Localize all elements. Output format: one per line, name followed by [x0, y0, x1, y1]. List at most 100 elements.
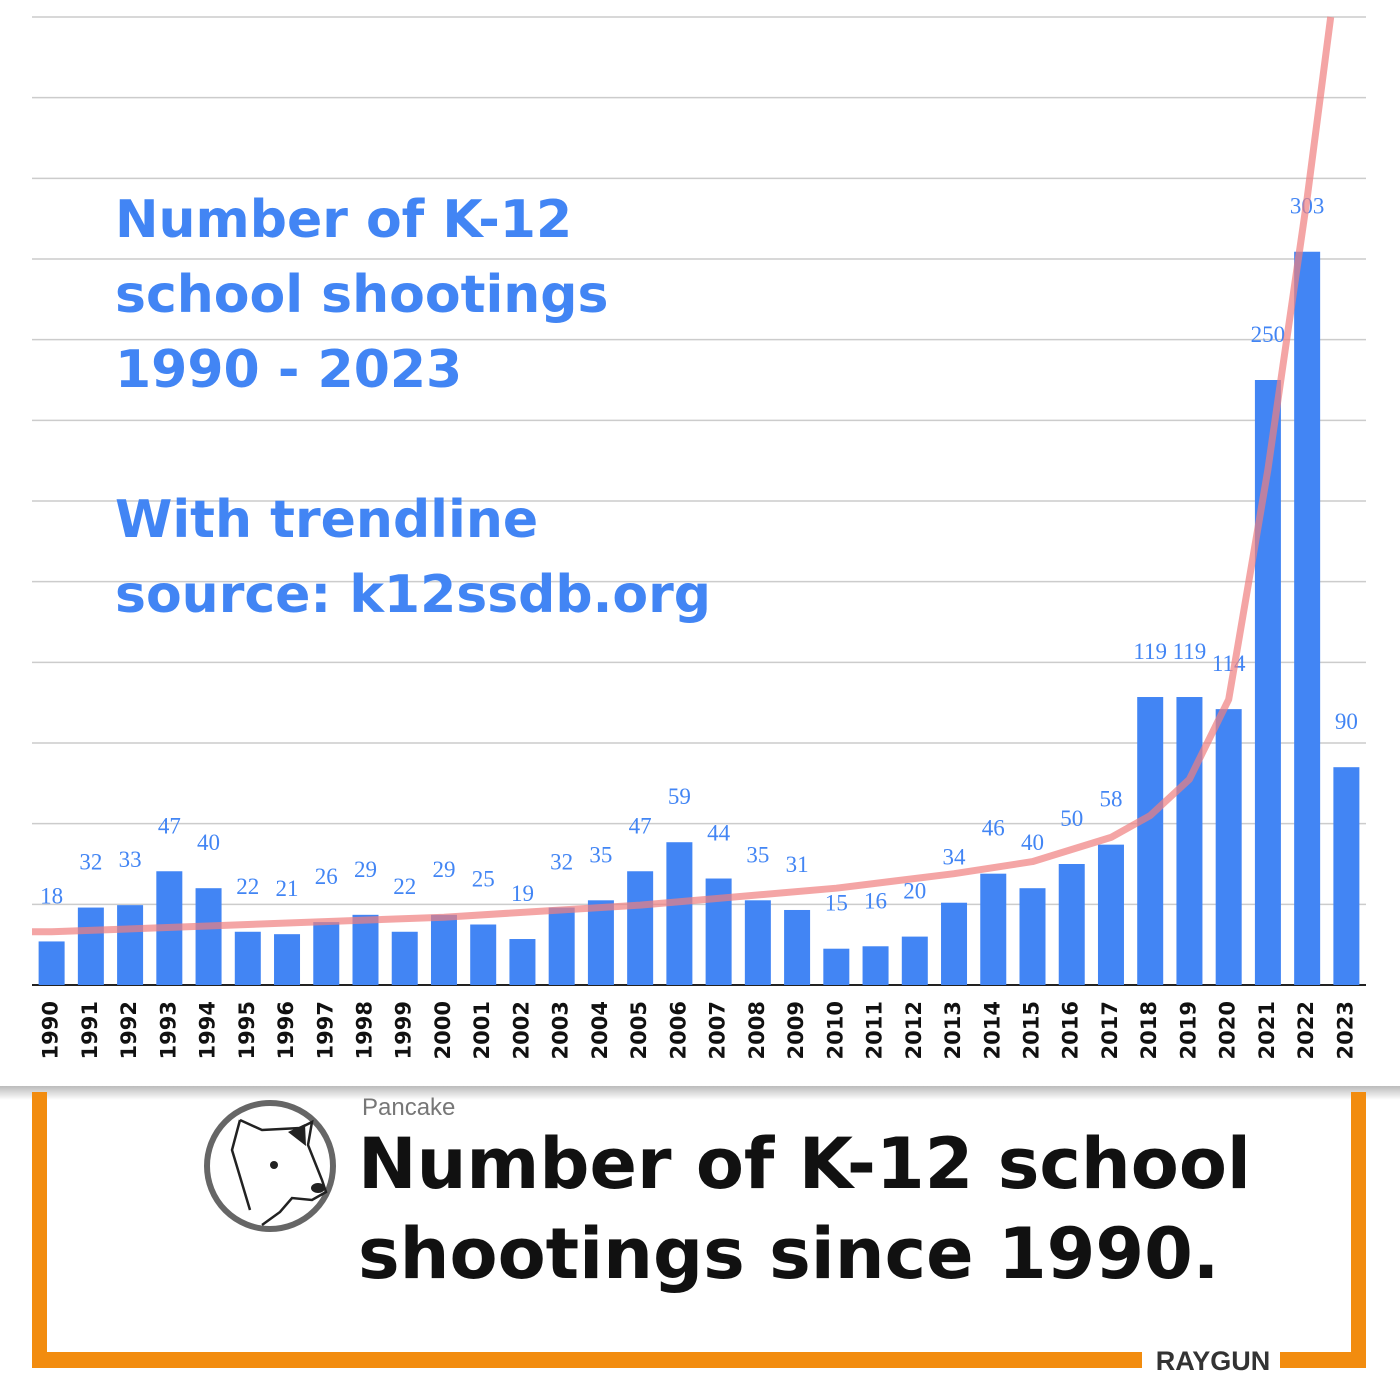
bar — [548, 907, 575, 985]
x-tick-label: 2022 — [1294, 1001, 1318, 1059]
bar — [587, 900, 614, 985]
x-tick-label: 2004 — [588, 1001, 612, 1059]
data-label: 26 — [315, 864, 338, 889]
caption: shootings since 1990. — [358, 1213, 1219, 1295]
data-label: 44 — [707, 821, 731, 846]
data-label: 50 — [1060, 806, 1083, 831]
data-label: 15 — [825, 891, 848, 916]
shadow — [0, 1086, 1400, 1100]
data-label: 250 — [1251, 322, 1286, 347]
caption: Number of K-12 school — [358, 1123, 1251, 1205]
chart-title: Number of K-12 — [115, 190, 572, 250]
data-label: 33 — [119, 847, 142, 872]
x-tick-label: 2002 — [509, 1001, 533, 1059]
bar — [1176, 697, 1203, 985]
bar — [234, 931, 261, 985]
x-tick-label: 2003 — [549, 1001, 573, 1059]
x-tick-label: 2011 — [863, 1001, 887, 1059]
x-tick-label: 2016 — [1059, 1001, 1083, 1059]
avatar[interactable] — [204, 1100, 336, 1232]
data-label: 18 — [40, 883, 63, 908]
brand: RAYGUN — [1156, 1346, 1271, 1376]
bar — [77, 907, 104, 985]
bar — [1019, 888, 1046, 985]
data-label: 31 — [786, 852, 809, 877]
bar — [391, 931, 418, 985]
bar — [666, 842, 693, 985]
x-tick-label: 1992 — [117, 1001, 141, 1059]
data-label: 35 — [746, 842, 769, 867]
bar — [1294, 251, 1321, 986]
data-label: 21 — [276, 876, 299, 901]
bar — [823, 948, 850, 985]
bar — [627, 871, 654, 985]
x-tick-label: 2001 — [470, 1001, 494, 1059]
x-tick-label: 2005 — [627, 1001, 651, 1059]
frame — [32, 1092, 1366, 1368]
x-tick-label: 1998 — [353, 1001, 377, 1059]
bar — [1215, 709, 1242, 985]
x-tick-label: 2000 — [431, 1001, 455, 1059]
x-tick-label: 2009 — [784, 1001, 808, 1059]
data-label: 32 — [550, 850, 573, 875]
x-tick-label: 1991 — [78, 1001, 102, 1059]
data-label: 22 — [236, 874, 259, 899]
x-tick-label: 2017 — [1098, 1001, 1122, 1059]
bar — [941, 902, 968, 985]
bar — [1058, 864, 1085, 985]
bar — [744, 900, 771, 985]
x-tick-label: 1997 — [313, 1001, 337, 1059]
x-tick-label: 2018 — [1137, 1001, 1161, 1059]
bar — [1097, 844, 1124, 985]
data-label: 22 — [393, 874, 416, 899]
x-tick-label: 1994 — [196, 1001, 220, 1059]
bar — [862, 946, 889, 985]
x-tick-label: 2015 — [1020, 1001, 1044, 1059]
x-tick-label: 2021 — [1255, 1001, 1279, 1059]
bar — [509, 939, 536, 985]
x-tick-label: 1990 — [39, 1001, 63, 1059]
data-label: 119 — [1133, 639, 1167, 664]
data-label: 58 — [1099, 787, 1122, 812]
x-tick-label: 2010 — [823, 1001, 847, 1059]
bar — [274, 934, 301, 985]
x-tick-label: 2012 — [902, 1001, 926, 1059]
data-label: 32 — [79, 850, 102, 875]
x-tick-label: 1993 — [156, 1001, 180, 1059]
data-label: 16 — [864, 888, 887, 913]
bar — [430, 914, 457, 985]
bar — [901, 936, 928, 985]
plot: 18 1990 32 1991 33 1992 47 1993 40 1994 22 1995 21 19… — [32, 16, 1366, 1059]
x-tick-label: 1996 — [274, 1001, 298, 1059]
data-label: 59 — [668, 784, 691, 809]
chart-subtitle: With trendline — [115, 490, 538, 550]
data-label: 35 — [589, 842, 612, 867]
author[interactable]: Pancake — [362, 1094, 455, 1121]
x-tick-label: 1999 — [392, 1001, 416, 1059]
brand-box — [1142, 1344, 1280, 1378]
x-tick-label: 2023 — [1333, 1001, 1357, 1059]
x-tick-label: 2019 — [1176, 1001, 1200, 1059]
bar — [352, 914, 379, 985]
bar — [38, 941, 65, 985]
x-tick-label: 2007 — [706, 1001, 730, 1059]
bar — [1333, 767, 1360, 985]
bar — [784, 909, 811, 985]
x-tick-label: 2020 — [1216, 1001, 1240, 1059]
data-label: 114 — [1212, 651, 1246, 676]
data-label: 47 — [158, 813, 181, 838]
x-tick-label: 2006 — [666, 1001, 690, 1059]
trendline — [32, 16, 1335, 936]
x-tick-label: 2014 — [980, 1001, 1004, 1059]
bar — [470, 924, 497, 985]
bar — [313, 922, 340, 985]
data-label: 40 — [1021, 830, 1044, 855]
chart-subtitle: source: k12ssdb.org — [115, 565, 711, 625]
data-label: 40 — [197, 830, 220, 855]
data-label: 29 — [432, 857, 455, 882]
data-label: 34 — [943, 845, 967, 870]
bar — [1137, 697, 1164, 985]
x-tick-label: 1995 — [235, 1001, 259, 1059]
bar — [117, 905, 144, 985]
